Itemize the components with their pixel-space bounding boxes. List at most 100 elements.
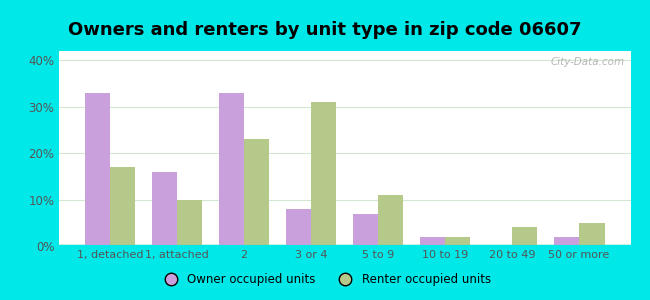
Bar: [58, 244, 630, 245]
Bar: [58, 245, 630, 246]
Bar: [58, 244, 630, 246]
Bar: [58, 244, 630, 245]
Bar: [58, 244, 630, 246]
Bar: [58, 244, 630, 245]
Bar: [58, 245, 630, 246]
Bar: [58, 245, 630, 246]
Bar: [58, 245, 630, 246]
Bar: [58, 245, 630, 246]
Legend: Owner occupied units, Renter occupied units: Owner occupied units, Renter occupied un…: [154, 269, 496, 291]
Bar: [58, 244, 630, 245]
Bar: [58, 245, 630, 246]
Bar: [58, 244, 630, 246]
Bar: [58, 244, 630, 245]
Bar: [58, 244, 630, 245]
Bar: [445, 237, 471, 246]
Bar: [58, 245, 630, 246]
Bar: [58, 244, 630, 245]
Text: City-Data.com: City-Data.com: [551, 57, 625, 67]
Bar: [58, 245, 630, 246]
Bar: [151, 172, 177, 246]
Bar: [58, 244, 630, 245]
Bar: [58, 245, 630, 246]
Bar: [58, 244, 630, 245]
Bar: [58, 245, 630, 246]
Bar: [58, 244, 630, 245]
Bar: [58, 244, 630, 245]
Bar: [58, 245, 630, 246]
Bar: [58, 244, 630, 245]
Bar: [58, 245, 630, 246]
Bar: [58, 244, 630, 245]
Bar: [58, 244, 630, 245]
Bar: [58, 244, 630, 245]
Bar: [58, 244, 630, 245]
Bar: [58, 245, 630, 246]
Bar: [58, 245, 630, 246]
Bar: [58, 245, 630, 246]
Bar: [58, 244, 630, 245]
Bar: [58, 245, 630, 246]
Bar: [58, 244, 630, 245]
Bar: [58, 245, 630, 246]
Bar: [58, 244, 630, 245]
Bar: [58, 244, 630, 245]
Bar: [58, 244, 630, 245]
Bar: [58, 244, 630, 245]
Bar: [58, 245, 630, 246]
Bar: [58, 244, 630, 245]
Bar: [58, 245, 630, 246]
Bar: [58, 245, 630, 246]
Bar: [58, 245, 630, 246]
Bar: [58, 245, 630, 246]
Bar: [58, 244, 630, 246]
Bar: [579, 223, 604, 246]
Bar: [58, 244, 630, 245]
Bar: [58, 244, 630, 245]
Bar: [58, 245, 630, 246]
Bar: [58, 244, 630, 246]
Bar: [58, 244, 630, 246]
Bar: [58, 245, 630, 246]
Bar: [58, 244, 630, 245]
Bar: [58, 244, 630, 245]
Bar: [58, 245, 630, 246]
Bar: [58, 244, 630, 245]
Bar: [58, 244, 630, 245]
Bar: [58, 245, 630, 246]
Bar: [58, 244, 630, 245]
Bar: [58, 245, 630, 246]
Bar: [58, 245, 630, 246]
Bar: [58, 244, 630, 245]
Bar: [58, 244, 630, 246]
Bar: [58, 245, 630, 246]
Bar: [58, 244, 630, 245]
Bar: [554, 237, 579, 246]
Bar: [352, 214, 378, 246]
Bar: [58, 244, 630, 245]
Bar: [58, 244, 630, 245]
Bar: [58, 245, 630, 246]
Bar: [58, 245, 630, 246]
Bar: [58, 244, 630, 245]
Bar: [58, 245, 630, 246]
Bar: [311, 102, 337, 246]
Bar: [58, 244, 630, 245]
Bar: [58, 244, 630, 245]
Bar: [58, 245, 630, 246]
Bar: [58, 244, 630, 245]
Bar: [58, 245, 630, 246]
Bar: [58, 245, 630, 246]
Bar: [58, 244, 630, 245]
Bar: [58, 244, 630, 246]
Bar: [58, 245, 630, 246]
Bar: [218, 93, 244, 246]
Bar: [58, 245, 630, 246]
Bar: [58, 245, 630, 246]
Bar: [58, 244, 630, 245]
Bar: [58, 244, 630, 245]
Bar: [58, 244, 630, 245]
Bar: [58, 245, 630, 246]
Bar: [58, 245, 630, 246]
Bar: [58, 244, 630, 245]
